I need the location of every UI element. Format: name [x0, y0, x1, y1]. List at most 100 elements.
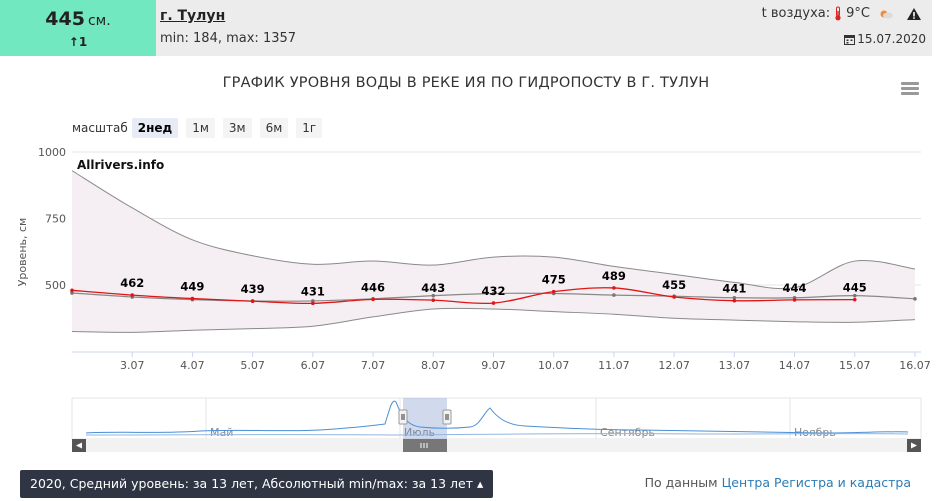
observation-date: 15.07.2020 — [844, 32, 926, 46]
min-max-text: min: 184, max: 1357 — [160, 31, 297, 46]
air-temperature-value: 9°C — [846, 6, 870, 21]
data-source-dropdown[interactable]: 2020, Средний уровень: за 13 лет, Абсолю… — [20, 470, 494, 498]
current-point — [371, 297, 375, 302]
current-point — [130, 293, 135, 297]
credit-prefix: По данным — [644, 475, 722, 490]
zoom-button-6m[interactable]: 6м — [259, 118, 289, 138]
x-tick-label: 7.07 — [361, 359, 386, 372]
navigator-handle[interactable] — [442, 409, 452, 425]
current-level-value: 445 — [45, 8, 85, 30]
average-point — [431, 293, 436, 298]
current-level-unit: см. — [87, 13, 111, 29]
current-point — [852, 297, 857, 302]
y-axis-label: Уровень, см — [16, 218, 29, 287]
current-point — [612, 286, 616, 290]
chart-title: ГРАФИК УРОВНЯ ВОДЫ В РЕКЕ ИЯ ПО ГИДРОПОС… — [222, 75, 710, 91]
scroll-right-icon — [911, 442, 917, 449]
data-credit: По данным Центра Регистра и кадастра — [645, 475, 911, 490]
navigator-series — [85, 400, 909, 434]
x-tick-label: 10.07 — [538, 359, 570, 372]
min-series-line — [71, 307, 916, 333]
current-level-box: 445 см. ↑1 — [0, 0, 156, 56]
x-tick-label: 9.07 — [481, 359, 506, 372]
current-point — [311, 301, 315, 306]
x-tick-label: 12.07 — [658, 359, 690, 372]
observation-date-value: 15.07.2020 — [857, 32, 926, 46]
zoom-button-2w[interactable]: 2нед — [131, 118, 179, 138]
current-series-line — [71, 287, 855, 305]
average-point — [852, 293, 857, 298]
data-label: 441 — [722, 282, 746, 296]
station-header: 445 см. ↑1 г. Тулун min: 184, max: 1357 t… — [0, 0, 932, 56]
data-label: 455 — [662, 278, 686, 292]
air-temperature-label: t воздуха: — [761, 6, 831, 21]
weather-icon — [880, 10, 893, 18]
zoom-button-3m[interactable]: 3м — [222, 118, 252, 138]
range-band — [72, 170, 915, 333]
data-label: 444 — [783, 281, 807, 295]
max-series-line — [71, 170, 916, 290]
x-tick-label: 13.07 — [719, 359, 751, 372]
x-tick-label: 15.07 — [839, 359, 871, 372]
current-point — [672, 295, 676, 299]
navigator-month-label: Май — [210, 426, 233, 439]
navigator-month-label: Сентябрь — [600, 426, 655, 439]
x-tick-label: 5.07 — [240, 359, 265, 372]
average-point — [913, 297, 917, 301]
calendar-icon — [844, 34, 856, 45]
x-tick-label: 8.07 — [421, 359, 446, 372]
y-tick-label: 750 — [45, 213, 66, 226]
data-label: 439 — [241, 282, 265, 296]
x-tick-label: 6.07 — [301, 359, 326, 372]
data-label: 489 — [602, 269, 626, 283]
data-label: 446 — [361, 280, 385, 294]
current-point — [250, 299, 255, 304]
scrollbar-thumb[interactable] — [403, 439, 447, 452]
zoom-button-1m[interactable]: 1м — [186, 118, 215, 138]
y-tick-label: 500 — [45, 279, 66, 292]
credit-link[interactable]: Центра Регистра и кадастра — [721, 475, 911, 490]
average-point — [491, 291, 496, 296]
navigator-month-label: Июль — [404, 426, 435, 439]
zoom-button-1y[interactable]: 1г — [296, 118, 323, 138]
zoom-selector: масштаб 2нед 1м 3м 6м 1г — [72, 118, 330, 138]
navigator-handle[interactable] — [398, 409, 408, 425]
current-point — [551, 289, 556, 294]
water-level-chart: 500 750 1000 Уровень, см 462 449 439 431 446 443 4… — [16, 146, 931, 452]
x-tick-label: 14.07 — [779, 359, 811, 372]
chart-menu-icon[interactable] — [901, 82, 919, 96]
data-label: 432 — [481, 284, 505, 298]
zoom-label: масштаб — [72, 121, 128, 135]
current-level: 445 см. — [0, 8, 156, 30]
chart-watermark: Allrivers.info — [77, 158, 164, 172]
average-point — [612, 293, 616, 297]
data-label: 449 — [180, 280, 204, 294]
current-point — [190, 296, 195, 301]
y-tick-label: 1000 — [38, 146, 66, 159]
current-point — [431, 298, 436, 302]
data-label: 475 — [542, 273, 566, 287]
scroll-left-icon — [76, 442, 82, 449]
average-point — [70, 291, 74, 295]
x-tick-label: 4.07 — [180, 359, 205, 372]
average-point — [732, 295, 737, 300]
x-tick-label: 3.07 — [120, 359, 145, 372]
data-label: 443 — [421, 281, 445, 295]
x-tick-label: 11.07 — [598, 359, 630, 372]
data-label: 431 — [301, 284, 325, 298]
station-link[interactable]: г. Тулун — [160, 8, 226, 24]
data-label: 445 — [843, 281, 867, 295]
current-point — [491, 301, 496, 305]
current-point — [70, 288, 74, 293]
data-label: 462 — [120, 276, 144, 290]
navigator-scrollbar-track[interactable] — [72, 439, 921, 452]
navigator-average-series — [85, 433, 909, 436]
current-point — [732, 298, 737, 303]
current-point — [792, 298, 797, 302]
x-tick-label: 16.07 — [899, 359, 931, 372]
level-change: ↑1 — [68, 35, 88, 49]
warning-icon[interactable] — [906, 7, 922, 21]
navigator-selection — [403, 398, 447, 439]
thermometer-icon — [835, 6, 841, 21]
